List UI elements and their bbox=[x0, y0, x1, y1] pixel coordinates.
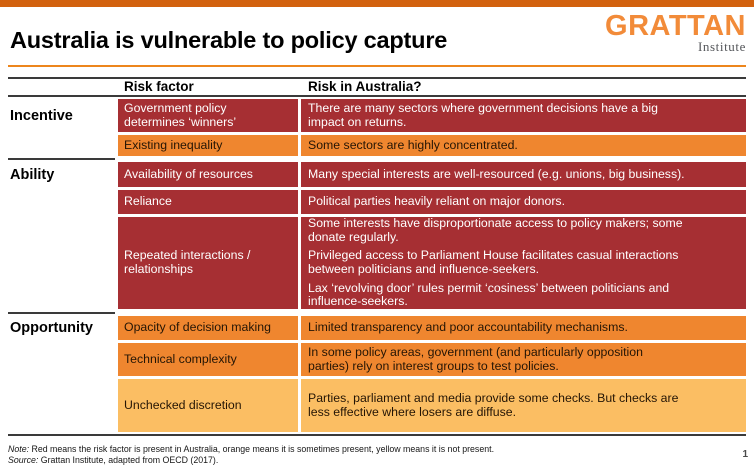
cell-paragraph: Privileged access to Parliament House fa… bbox=[308, 249, 740, 276]
risk-in-australia-cell: Parties, parliament and media provide so… bbox=[301, 379, 746, 432]
cell-text: Political parties heavily reliant on maj… bbox=[308, 194, 565, 209]
grattan-logo: GRATTAN Institute bbox=[605, 10, 746, 54]
risk-in-australia-cell: Some sectors are highly concentrated. bbox=[301, 135, 746, 156]
cell-text: donate regularly. bbox=[308, 229, 399, 244]
column-header-risk-in-australia: Risk in Australia? bbox=[308, 79, 422, 94]
cell-text: Repeated interactions / bbox=[124, 248, 251, 263]
logo-subtitle: Institute bbox=[697, 39, 746, 54]
note-text: Red means the risk factor is present in … bbox=[29, 444, 495, 454]
risk-in-australia-cell: In some policy areas, government (and pa… bbox=[301, 343, 746, 376]
risk-factor-cell: Repeated interactions / relationships bbox=[118, 217, 298, 309]
source-line: Source: Grattan Institute, adapted from … bbox=[8, 455, 218, 465]
risk-factor-cell: Availability of resources bbox=[118, 162, 298, 187]
risk-factor-cell: Existing inequality bbox=[118, 135, 298, 156]
cell-text: Limited transparency and poor accountabi… bbox=[308, 320, 628, 335]
cell-text: between politicians and influence-seeker… bbox=[308, 262, 540, 276]
cell-text: There are many sectors where government … bbox=[308, 100, 658, 115]
source-label: Source: bbox=[8, 455, 39, 465]
cell-text: impact on returns. bbox=[308, 114, 407, 129]
note-label: Note: bbox=[8, 444, 30, 454]
cell-text: Parties, parliament and media provide so… bbox=[308, 390, 679, 405]
group-label-incentive: Incentive bbox=[10, 107, 73, 124]
group-label-opportunity: Opportunity bbox=[10, 320, 93, 336]
source-text: Grattan Institute, adapted from OECD (20… bbox=[38, 455, 219, 465]
cell-text: Availability of resources bbox=[124, 166, 253, 181]
risk-factor-cell: Opacity of decision making bbox=[118, 316, 298, 340]
table-bottom-border bbox=[8, 434, 746, 436]
section-divider-ability-opportunity bbox=[8, 312, 115, 314]
header-bottom-border bbox=[8, 95, 746, 97]
cell-text: Reliance bbox=[124, 194, 172, 209]
group-label-ability: Ability bbox=[10, 166, 55, 183]
risk-in-australia-cell: Many special interests are well-resource… bbox=[301, 162, 746, 187]
page-title: Australia is vulnerable to policy captur… bbox=[10, 27, 448, 53]
cell-text: parties) rely on interest groups to test… bbox=[308, 358, 559, 373]
note-line: Note: Red means the risk factor is prese… bbox=[8, 444, 494, 454]
cell-paragraph: Lax ‘revolving door’ rules permit ‘cosin… bbox=[308, 280, 740, 309]
risk-factor-cell: Technical complexity bbox=[118, 343, 298, 376]
cell-text: In some policy areas, government (and pa… bbox=[308, 344, 643, 359]
cell-text: Some sectors are highly concentrated. bbox=[308, 137, 518, 152]
risk-factor-cell: Unchecked discretion bbox=[118, 379, 298, 432]
cell-text: determines ‘winners’ bbox=[124, 114, 237, 129]
table-top-border bbox=[8, 77, 746, 79]
risk-in-australia-cell: Some interests have disproportionate acc… bbox=[301, 217, 746, 309]
cell-text: Unchecked discretion bbox=[124, 397, 242, 412]
risk-in-australia-cell: Limited transparency and poor accountabi… bbox=[301, 316, 746, 340]
cell-text: Existing inequality bbox=[124, 137, 223, 152]
risk-factor-cell: Reliance bbox=[118, 190, 298, 214]
cell-text: Lax ‘revolving door’ rules permit ‘cosin… bbox=[308, 280, 670, 295]
cell-text: relationships bbox=[124, 262, 194, 276]
cell-text: Some interests have disproportionate acc… bbox=[308, 216, 683, 231]
top-accent-bar bbox=[0, 0, 754, 7]
cell-text: less effective where losers are diffuse. bbox=[308, 404, 517, 419]
risk-in-australia-cell: There are many sectors where government … bbox=[301, 99, 746, 132]
cell-text: Privileged access to Parliament House fa… bbox=[308, 248, 679, 263]
page-number: 1 bbox=[742, 449, 748, 460]
logo-wordmark: GRATTAN bbox=[605, 10, 746, 42]
cell-paragraph: Some interests have disproportionate acc… bbox=[308, 217, 740, 244]
cell-text: Government policy bbox=[124, 100, 227, 115]
cell-text: Many special interests are well-resource… bbox=[308, 166, 685, 181]
risk-factor-cell: Government policy determines ‘winners’ bbox=[118, 99, 298, 132]
cell-text: influence-seekers. bbox=[308, 294, 408, 309]
section-divider-incentive-ability bbox=[8, 158, 115, 160]
cell-text: Opacity of decision making bbox=[124, 320, 271, 335]
cell-text: Technical complexity bbox=[124, 351, 237, 366]
column-header-risk-factor: Risk factor bbox=[124, 79, 194, 94]
title-underline-rule bbox=[8, 65, 746, 67]
risk-in-australia-cell: Political parties heavily reliant on maj… bbox=[301, 190, 746, 214]
